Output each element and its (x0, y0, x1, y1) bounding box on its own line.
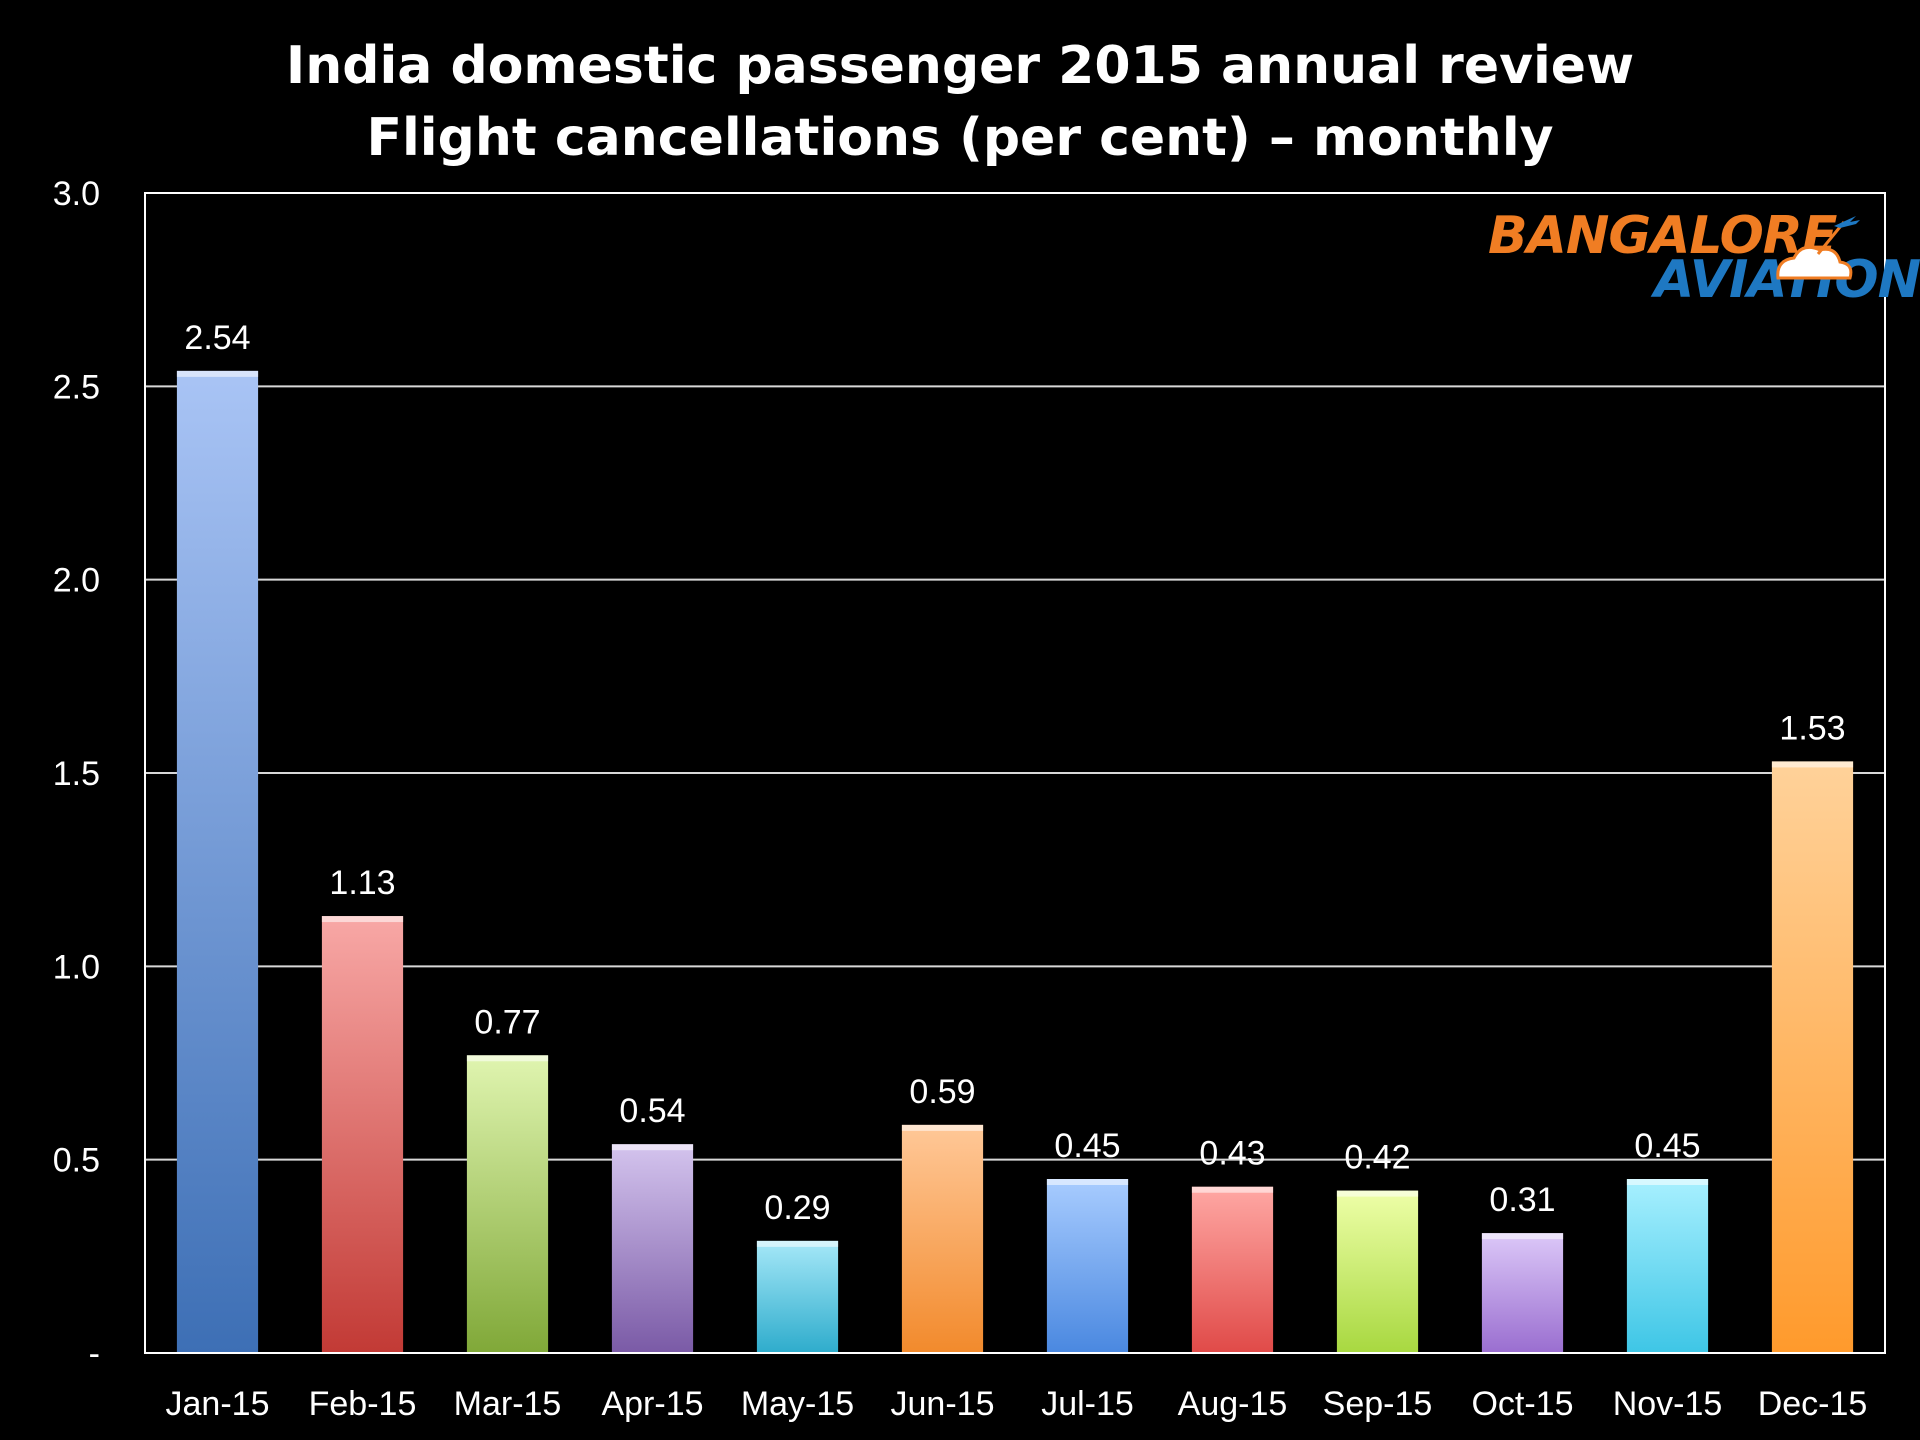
x-tick-label: Mar-15 (454, 1385, 562, 1423)
bar-highlight (901, 1124, 984, 1131)
bar-may-15 (756, 1240, 839, 1353)
bar-highlight (1626, 1179, 1709, 1185)
y-tick-label: 0.5 (53, 1142, 100, 1180)
logo-text-line-1: BANGALORE (1488, 206, 1837, 266)
y-tick-label: 2.0 (53, 562, 100, 600)
x-tick-label: Nov-15 (1613, 1385, 1723, 1423)
bangalore-aviation-logo: BANGALORE AVIATION (1488, 206, 1920, 310)
y-tick-label: 1.0 (53, 948, 100, 986)
bar-mar-15 (466, 1055, 549, 1353)
airplane-cloud-icon (1776, 216, 1860, 280)
bar-highlight (466, 1055, 549, 1062)
chart-title-line-1: India domestic passenger 2015 annual rev… (285, 36, 1635, 96)
chart-title: India domestic passenger 2015 annual rev… (0, 30, 1920, 174)
bar-highlight (176, 370, 259, 377)
bar-nov-15 (1626, 1179, 1709, 1353)
bar-highlight (1481, 1233, 1564, 1240)
data-label: 1.53 (1779, 709, 1845, 747)
bar-highlight (1046, 1179, 1129, 1185)
bar-dec-15 (1771, 761, 1854, 1353)
x-tick-label: May-15 (741, 1385, 854, 1423)
bar-oct-15 (1481, 1233, 1564, 1353)
bar-feb-15 (321, 916, 404, 1353)
y-tick-label: 3.0 (53, 175, 100, 213)
x-tick-label: Jul-15 (1041, 1385, 1134, 1423)
data-label: 2.54 (184, 319, 250, 357)
plot-frame (144, 192, 1886, 1354)
x-tick-label: Sep-15 (1323, 1385, 1433, 1423)
y-tick-label: - (89, 1335, 100, 1373)
x-tick-label: Jun-15 (891, 1385, 995, 1423)
bar-jan-15 (176, 370, 259, 1353)
gridlines (145, 192, 1885, 1161)
x-tick-label: Aug-15 (1178, 1385, 1288, 1423)
x-tick-label: Jan-15 (166, 1385, 270, 1423)
data-label: 0.45 (1634, 1127, 1700, 1165)
bar-highlight (321, 916, 404, 923)
y-tick-label: 2.5 (53, 368, 100, 406)
bar-jun-15 (901, 1124, 984, 1353)
bar-highlight (1191, 1186, 1274, 1193)
x-tick-label: Feb-15 (309, 1385, 417, 1423)
x-tick-label: Apr-15 (601, 1385, 703, 1423)
data-label: 0.42 (1344, 1139, 1410, 1177)
data-label: 0.31 (1489, 1181, 1555, 1219)
bar-jul-15 (1046, 1179, 1129, 1353)
data-label: 0.77 (474, 1003, 540, 1041)
data-label: 1.13 (329, 864, 395, 902)
bar-highlight (1336, 1190, 1419, 1197)
bar-aug-15 (1191, 1186, 1274, 1353)
bar-highlight (1771, 761, 1854, 768)
y-tick-label: 1.5 (53, 755, 100, 793)
bar-apr-15 (611, 1144, 694, 1353)
chart-title-line-2: Flight cancellations (per cent) – monthl… (366, 108, 1554, 168)
data-label: 0.43 (1199, 1135, 1265, 1173)
bar-highlight (611, 1144, 694, 1151)
x-tick-label: Dec-15 (1758, 1385, 1868, 1423)
bar-highlight (756, 1240, 839, 1247)
x-tick-label: Oct-15 (1471, 1385, 1573, 1423)
bar-sep-15 (1336, 1190, 1419, 1353)
data-label: 0.29 (764, 1189, 830, 1227)
axes (144, 192, 1886, 1354)
data-label: 0.54 (619, 1092, 685, 1130)
data-label: 0.45 (1054, 1127, 1120, 1165)
labels: - 0.5 1.0 1.5 2.0 2.5 3.0 2.54 Jan-15 1.13 Feb-15 0… (53, 175, 1868, 1423)
bars (176, 370, 1854, 1353)
data-label: 0.59 (909, 1073, 975, 1111)
